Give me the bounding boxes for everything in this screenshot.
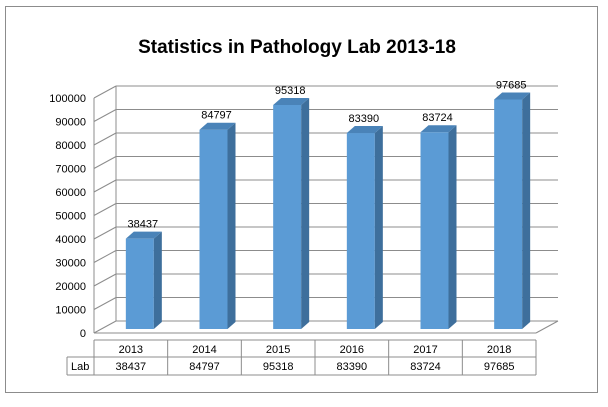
data-label: 95318 (275, 85, 306, 97)
bar (199, 122, 236, 329)
data-label: 84797 (201, 110, 232, 122)
table-value-cell: 83390 (337, 361, 368, 373)
y-tick-label: 50000 (55, 211, 86, 223)
floor-right-edge (535, 320, 559, 334)
data-label: 83724 (422, 112, 453, 124)
table-value-cell: 95318 (263, 361, 294, 373)
bar-top (420, 125, 457, 133)
bar-side (448, 125, 457, 329)
table-header-cell: 2013 (119, 344, 143, 356)
bar-side (227, 122, 236, 329)
y-tick-label: 40000 (55, 234, 86, 246)
grid (93, 85, 559, 334)
y-tick-label: 20000 (55, 281, 86, 293)
bar-front (494, 99, 523, 329)
bar (494, 92, 531, 329)
y-tick-label: 70000 (55, 164, 86, 176)
bar-side (301, 98, 310, 329)
gridline-diag (93, 85, 117, 99)
table-header-cell: 2018 (487, 344, 511, 356)
data-label: 38437 (128, 219, 159, 231)
bar-top (125, 231, 162, 239)
bars (125, 92, 531, 329)
bar (125, 231, 162, 329)
bar-front (420, 132, 449, 329)
y-tick-label: 60000 (55, 187, 86, 199)
bar-top (494, 92, 531, 100)
gridline-diag (93, 320, 117, 334)
gridline-diag (93, 109, 117, 122)
data-label: 83390 (349, 113, 380, 125)
y-tick-label: 10000 (55, 305, 86, 317)
bar-front (199, 129, 228, 329)
chart-frame: Statistics in Pathology Lab 2013-18 0 100… (5, 6, 598, 393)
table-row-label: Lab (71, 361, 89, 373)
bar (420, 125, 457, 329)
table-value-cell: 83724 (410, 361, 441, 373)
table-value-cell: 97685 (484, 361, 515, 373)
gridline-diag (93, 179, 117, 193)
gridline-diag (93, 203, 117, 216)
table-value-cell: 38437 (116, 361, 147, 373)
data-labels: 38437 84797 95318 83390 83724 97685 (128, 79, 527, 230)
bar-top (273, 98, 310, 106)
bar-top (199, 122, 236, 130)
gridline-diag (93, 250, 117, 263)
data-label: 97685 (496, 79, 527, 91)
bar-side (522, 92, 531, 329)
gridline-diag (93, 226, 117, 240)
y-axis-ticks: 0 10000 20000 30000 40000 50000 60000 70000 8000… (49, 93, 86, 340)
y-tick-label: 0 (80, 328, 86, 340)
data-table: 2013 2014 2015 2016 2017 2018 Lab 38437 84797 953… (66, 339, 537, 376)
y-tick-label: 30000 (55, 258, 86, 270)
bar-front (346, 133, 375, 329)
bar-front (125, 238, 154, 329)
table-header-cell: 2016 (340, 344, 364, 356)
y-tick-label: 80000 (55, 140, 86, 152)
table-value-cell: 84797 (189, 361, 220, 373)
bar-side (153, 231, 162, 329)
table-header-cell: 2017 (413, 344, 437, 356)
bar-top (346, 126, 383, 134)
table-header-cell: 2014 (192, 344, 216, 356)
bar (346, 126, 383, 329)
y-tick-label: 90000 (55, 117, 86, 129)
gridline-diag (93, 132, 117, 146)
gridline-diag (93, 297, 117, 310)
bar-front (273, 105, 302, 329)
chart-title: Statistics in Pathology Lab 2013-18 (138, 37, 456, 58)
y-tick-label: 100000 (49, 93, 86, 105)
gridline-diag (93, 156, 117, 169)
gridline-diag (93, 273, 117, 287)
bar-side (374, 126, 383, 329)
table-header-cell: 2015 (266, 344, 290, 356)
bar-chart: Statistics in Pathology Lab 2013-18 0 100… (49, 37, 559, 376)
bar (273, 98, 310, 329)
